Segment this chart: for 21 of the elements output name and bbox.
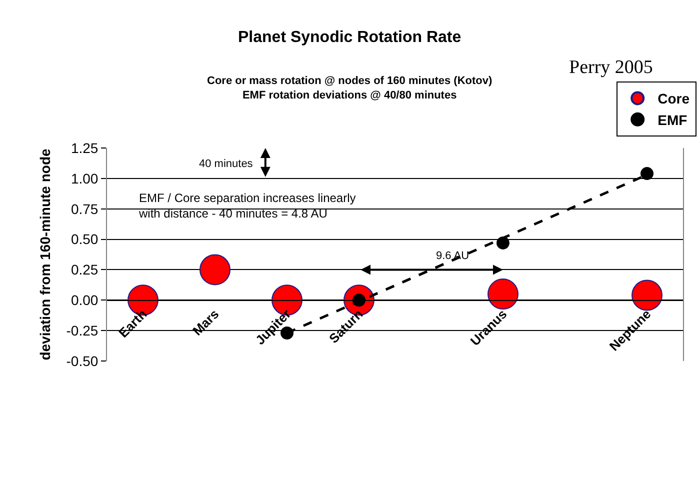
legend-label: Core [658,90,690,107]
point [200,254,230,286]
text: Perry 2005 [569,57,653,78]
annotation: 40 minutes [199,158,254,170]
y-tick-label: 0.75 [70,200,98,217]
point [632,280,662,311]
legend-label: EMF [658,112,688,128]
y-tick-label: 0.00 [70,292,98,308]
y-tick-label: -0.50 [66,352,98,369]
y-tick-label: -0.25 [66,322,98,338]
point [640,167,654,180]
y-tick-label: 0.50 [70,231,98,248]
annotation: EMF / Core separation increases linearly with distance - 40 minutes = 4.8 AU [138,191,356,221]
chart-subtitle: Core or mass rotation @ nodes of 160 minutes (Kotov) EMF rotation deviations @ 40/80 minutes [207,75,492,102]
y-tick-label: 1.00 [70,170,98,186]
y-tick-label: 0.25 [70,262,98,278]
point [488,278,518,310]
y-tick-label: 1.25 [70,140,98,156]
chart-title: Planet Synodic Rotation Rate [238,29,462,46]
y-axis-title: deviation from 160-minute node [36,148,53,360]
point [496,236,510,250]
